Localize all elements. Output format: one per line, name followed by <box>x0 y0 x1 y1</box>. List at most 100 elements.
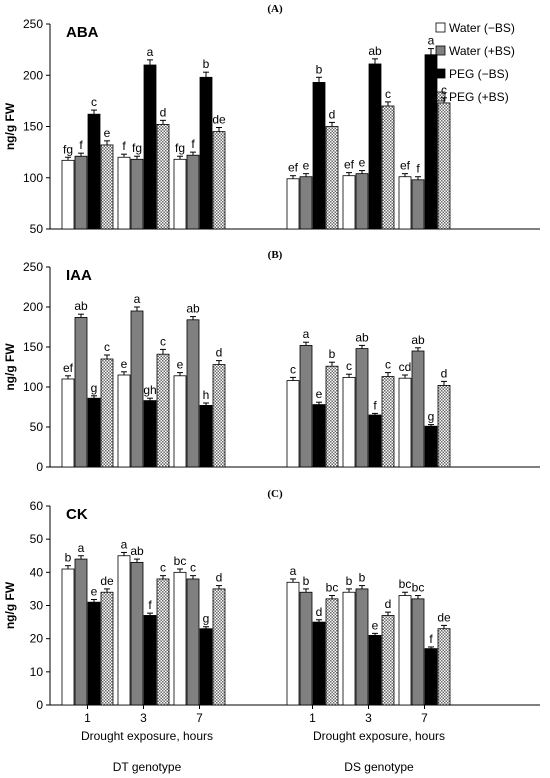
significance-letter: e <box>121 357 128 371</box>
significance-letter: a <box>303 327 310 341</box>
bar <box>312 404 326 468</box>
bar <box>61 378 75 468</box>
significance-letter: a <box>147 45 154 59</box>
bar <box>325 598 339 706</box>
x-tick-label: 7 <box>196 711 203 725</box>
bar <box>355 173 369 230</box>
y-tick-label: 200 <box>23 300 43 314</box>
legend-item: Water (+BS) <box>435 44 515 58</box>
bar <box>368 634 382 706</box>
bar <box>130 310 144 468</box>
bar <box>381 615 395 706</box>
x-tick-label: 1 <box>84 711 91 725</box>
bar <box>355 348 369 468</box>
legend-label: PEG (−BS) <box>449 67 509 81</box>
bar <box>143 400 157 468</box>
significance-letter: f <box>416 162 420 176</box>
significance-letter: g <box>91 381 98 395</box>
bar <box>424 425 438 468</box>
bar <box>299 591 313 706</box>
legend-item: PEG (−BS) <box>435 67 509 81</box>
significance-letter: c <box>160 334 166 348</box>
significance-letter: fg <box>175 141 185 155</box>
bar <box>424 54 438 230</box>
bar <box>61 159 75 230</box>
bar <box>437 628 451 706</box>
significance-letter: e <box>359 156 366 170</box>
bar <box>117 156 131 230</box>
significance-letter: b <box>316 62 323 76</box>
significance-letter: b <box>65 551 72 565</box>
group-label-dt: DT genotype <box>113 760 182 774</box>
significance-letter: f <box>122 139 126 153</box>
x-axis-title-ds: Drought exposure, hours <box>313 729 445 743</box>
bar <box>342 591 356 706</box>
bar <box>199 404 213 468</box>
legend-label: Water (−BS) <box>449 21 515 35</box>
y-axis-title: ng/g FW <box>3 102 17 150</box>
significance-letter: b <box>203 57 210 71</box>
y-tick-label: 250 <box>23 260 43 274</box>
bar <box>368 63 382 230</box>
legend-label: PEG (+BS) <box>449 90 509 104</box>
significance-letter: a <box>290 564 297 578</box>
bar <box>342 376 356 468</box>
significance-letter: d <box>316 605 323 619</box>
bar <box>61 568 75 706</box>
significance-letter: c <box>385 87 391 101</box>
legend-item: Water (−BS) <box>435 21 515 35</box>
significance-letter: ef <box>400 159 411 173</box>
y-tick-label: 150 <box>23 120 43 134</box>
significance-letter: ab <box>74 299 88 313</box>
bar <box>368 414 382 468</box>
bar <box>87 113 101 230</box>
bar <box>312 621 326 706</box>
bar <box>398 176 412 230</box>
significance-letter: ab <box>186 302 200 316</box>
significance-letter: c <box>160 561 166 575</box>
significance-letter: c <box>385 358 391 372</box>
significance-letter: bc <box>174 554 187 568</box>
bar <box>411 350 425 468</box>
bar <box>398 377 412 468</box>
bar <box>286 380 300 468</box>
bar <box>199 628 213 706</box>
bar <box>199 76 213 230</box>
significance-letter: fg <box>63 142 73 156</box>
legend: Water (−BS) Water (+BS) PEG (−BS) PEG (+… <box>435 21 515 104</box>
significance-letter: a <box>78 541 85 555</box>
significance-letter: f <box>79 138 83 152</box>
significance-letter: de <box>100 574 114 588</box>
bar <box>186 154 200 230</box>
significance-letter: c <box>290 362 296 376</box>
bar <box>212 588 226 706</box>
bar <box>130 561 144 706</box>
bar <box>117 374 131 468</box>
bar <box>212 364 226 468</box>
bar <box>74 558 88 706</box>
bar <box>117 555 131 706</box>
significance-letter: c <box>190 561 196 575</box>
significance-letter: bc <box>326 581 339 595</box>
significance-letter: d <box>216 346 223 360</box>
significance-letter: h <box>203 388 210 402</box>
bar <box>87 601 101 706</box>
bar <box>437 102 451 230</box>
significance-letter: g <box>203 612 210 626</box>
bar <box>173 375 187 468</box>
y-tick-label: 100 <box>23 380 43 394</box>
bar <box>437 384 451 468</box>
bar <box>143 64 157 230</box>
significance-letter: c <box>91 95 97 109</box>
y-axis-title: ng/g FW <box>3 581 17 629</box>
significance-letter: d <box>329 107 336 121</box>
bar <box>286 581 300 706</box>
significance-letter: e <box>177 358 184 372</box>
significance-letter: f <box>191 137 195 151</box>
significance-letter: f <box>373 398 377 412</box>
significance-letter: ef <box>344 158 355 172</box>
bar <box>100 358 114 468</box>
significance-letter: d <box>216 571 223 585</box>
